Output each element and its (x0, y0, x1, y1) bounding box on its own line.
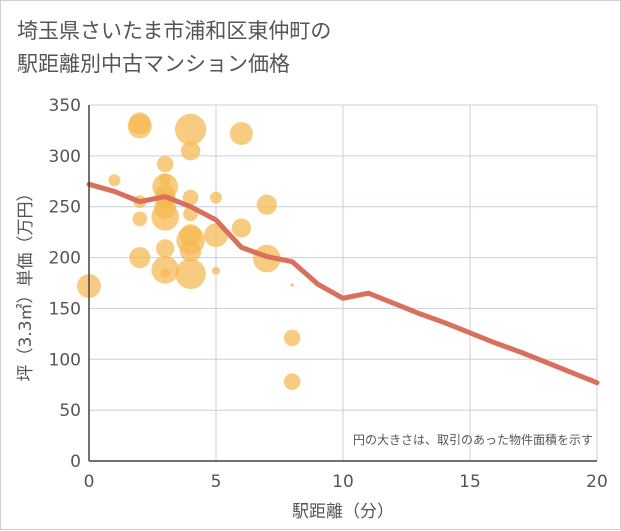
bubble-point (175, 258, 206, 290)
bubble-point (229, 121, 253, 145)
bubble-point (290, 283, 295, 287)
bubble-point (132, 211, 148, 227)
bubble-point (256, 194, 277, 215)
chart-title: 埼玉県さいたま市浦和区東仲町の 駅距離別中古マンション価格 (17, 19, 332, 76)
bubble-point (156, 155, 174, 173)
y-tick-label: 250 (49, 198, 81, 218)
bubble-point (160, 268, 170, 278)
bubble-point (180, 141, 201, 161)
y-tick-label: 0 (70, 452, 81, 472)
x-tick-label: 0 (84, 472, 95, 492)
y-axis-title: 坪（3.3㎡）単価（万円） (16, 184, 36, 381)
bubble-point (211, 266, 221, 275)
bubble-point (231, 218, 252, 238)
bubble-point (127, 114, 152, 139)
bubble-point (283, 373, 301, 390)
x-tick-label: 10 (332, 472, 354, 492)
y-tick-label: 350 (49, 96, 81, 116)
bubble-point (182, 189, 199, 206)
x-axis-title: 駅距離（分） (292, 502, 394, 522)
bubble-point (283, 329, 301, 347)
bubble-point (174, 113, 207, 146)
bubble-point (108, 174, 121, 187)
bubble-point (180, 240, 202, 263)
y-tick-label: 200 (49, 249, 81, 269)
x-tick-label: 15 (459, 472, 481, 492)
y-tick-label: 150 (49, 299, 81, 319)
bubble-point (210, 191, 222, 204)
bubble-group (77, 112, 301, 390)
bubble-size-note: 円の大きさは、取引のあった物件面積を示す (353, 432, 593, 447)
y-tick-label: 100 (49, 350, 81, 370)
x-tick-label: 20 (586, 472, 608, 492)
y-tick-label: 50 (59, 401, 81, 421)
bubble-point (151, 203, 179, 231)
bubble-point (129, 246, 151, 269)
average-price-line (86, 181, 600, 386)
bubble-point (156, 239, 175, 258)
x-tick-label: 5 (211, 472, 222, 492)
y-tick-label: 300 (49, 147, 81, 167)
